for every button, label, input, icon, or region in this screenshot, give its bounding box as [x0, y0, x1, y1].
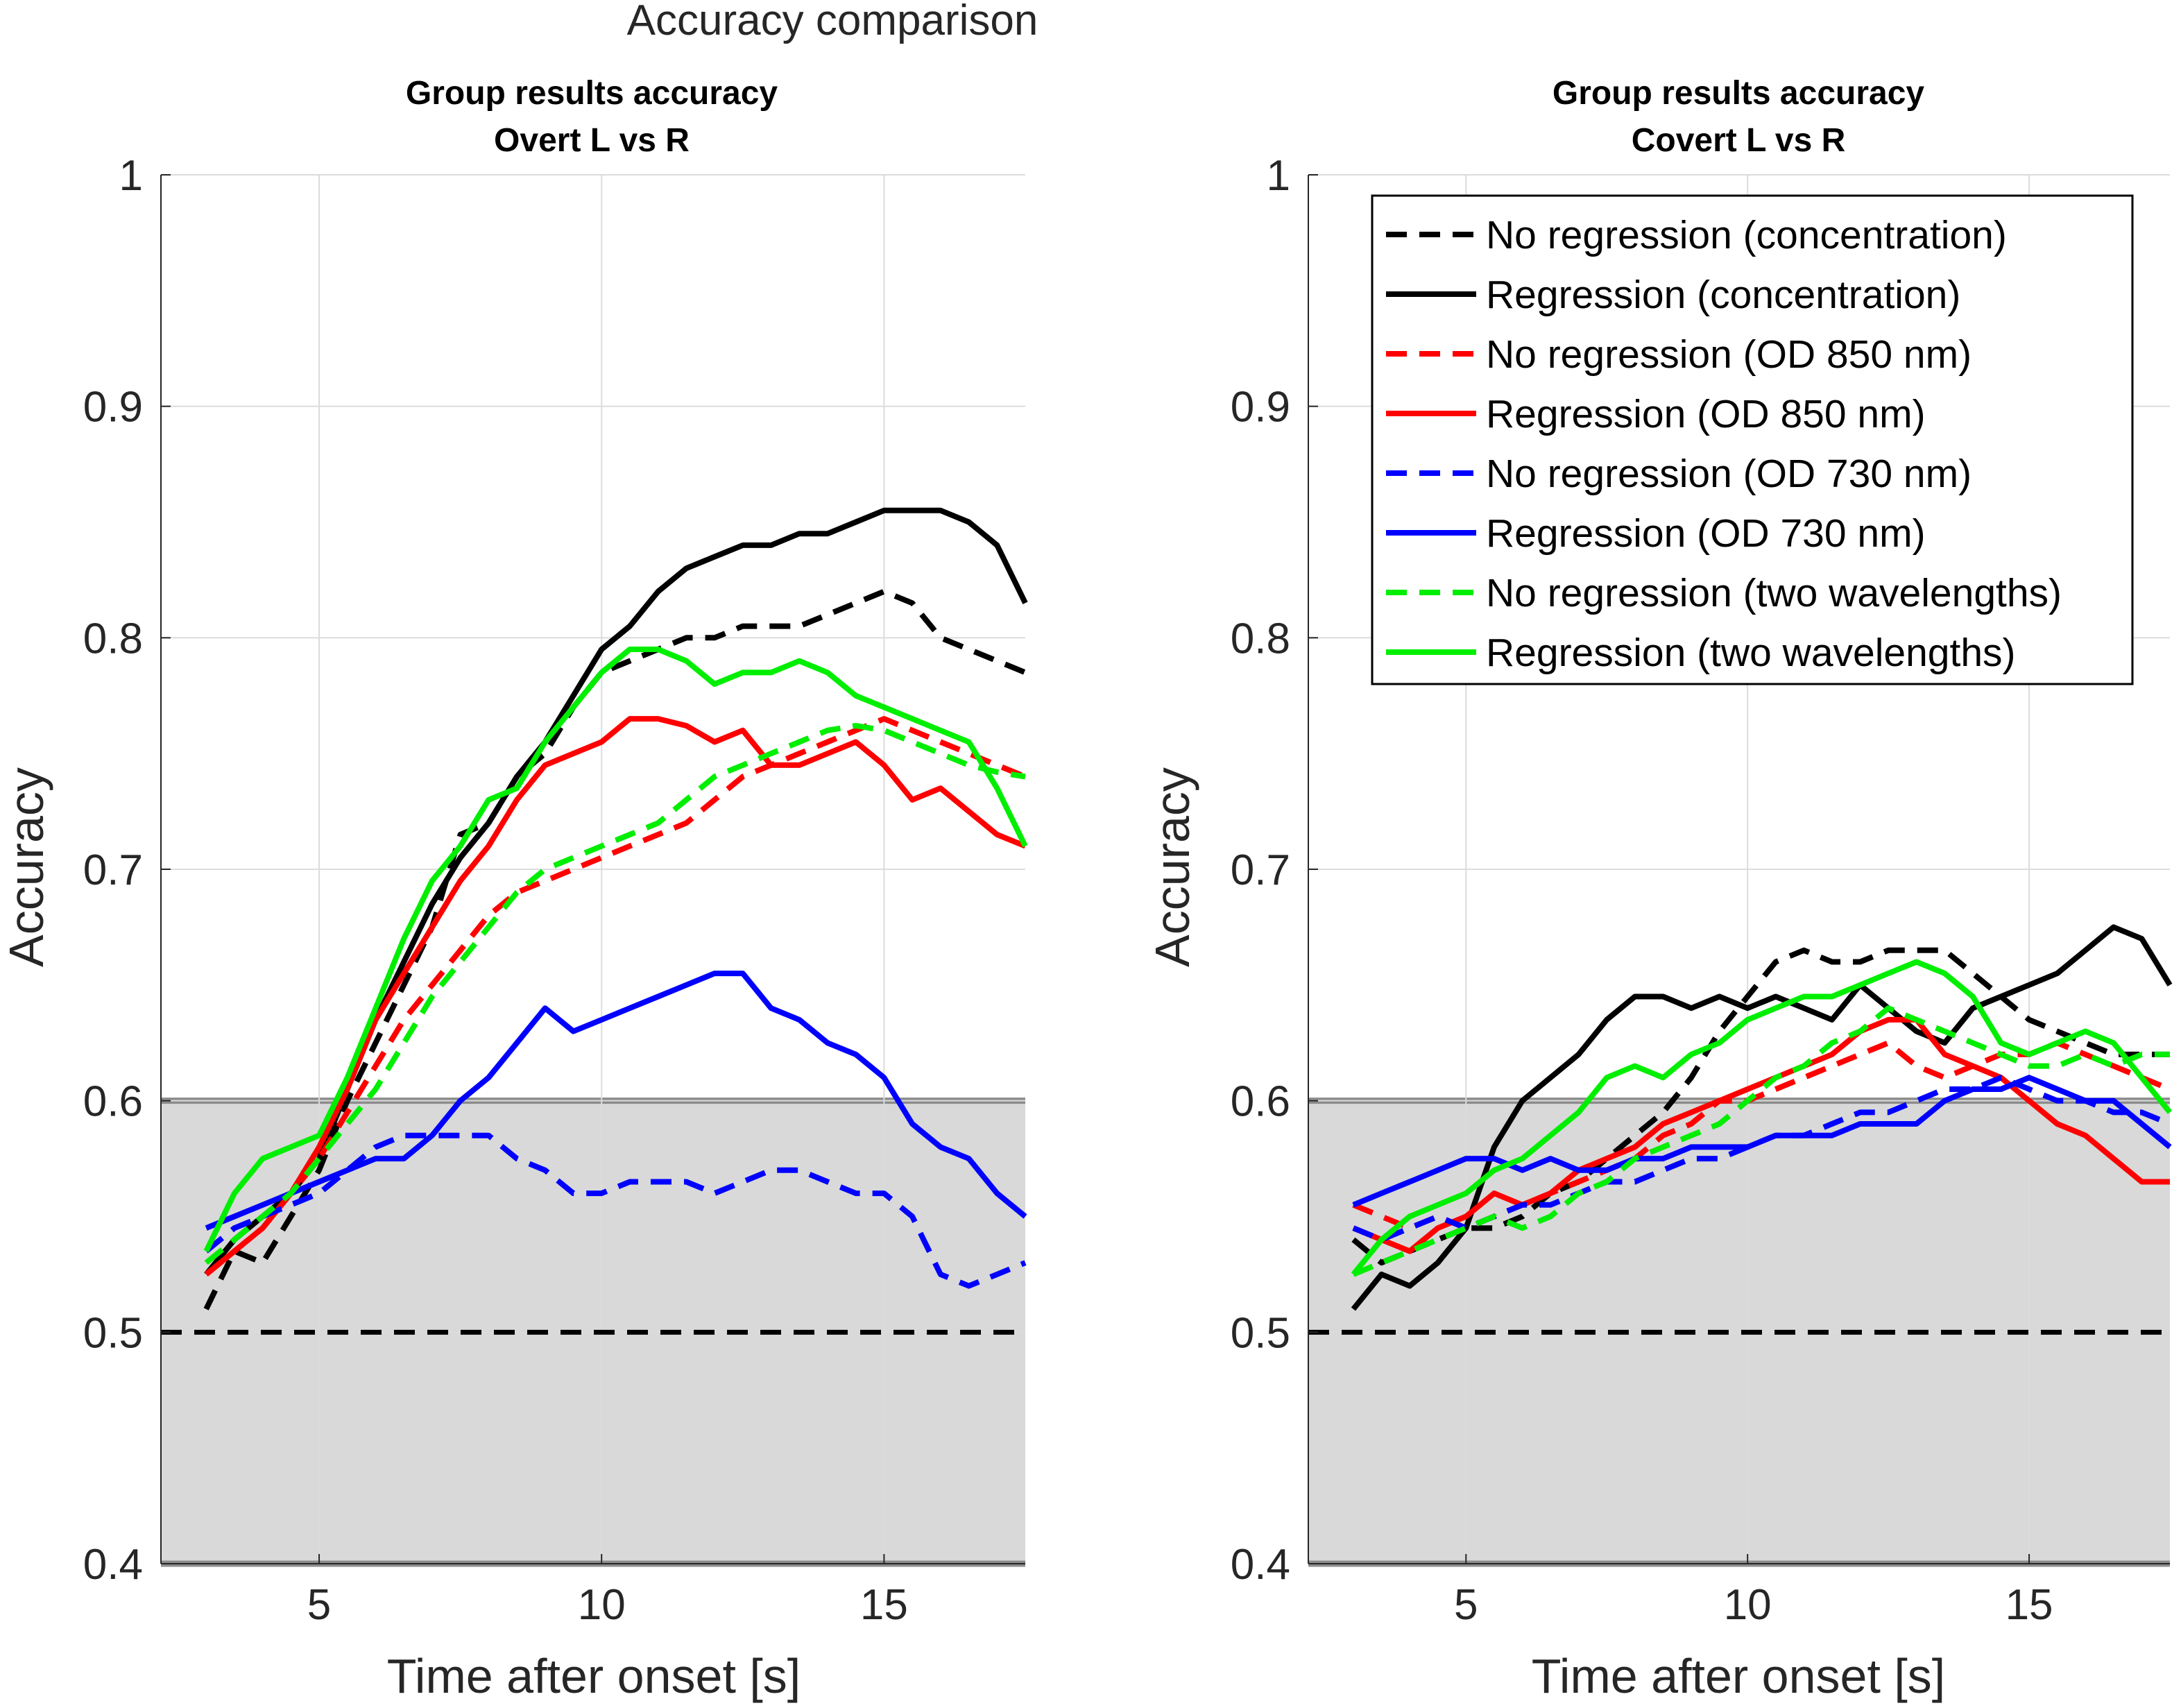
overt-y-tick-label: 0.5	[83, 1309, 143, 1357]
overt-y-tick-label: 0.7	[83, 846, 143, 894]
legend-label-r_two: Regression (two wavelengths)	[1486, 631, 2016, 675]
overt-y-tick-label: 0.9	[83, 384, 143, 432]
overt-y-tick-label: 0.6	[83, 1078, 143, 1126]
overt-series-nr_730	[204, 1132, 1027, 1289]
legend: No regression (concentration) Regression …	[1371, 194, 2134, 685]
covert-y-tick-label: 0.8	[1231, 615, 1290, 663]
overt-x-tick-label: 5	[307, 1581, 331, 1629]
covert-y-tick-label: 0.5	[1231, 1309, 1290, 1357]
covert-series-nr_conc	[1351, 947, 2170, 1266]
legend-label-nr_conc: No regression (concentration)	[1486, 213, 2007, 257]
covert-x-tick-label: 15	[2005, 1581, 2053, 1629]
overt-series-r_two	[203, 647, 1028, 1253]
overt-y-tick-label: 0.4	[83, 1541, 143, 1589]
covert-series-r_850	[1352, 1016, 2170, 1254]
overt-x-tick-label: 15	[860, 1581, 908, 1629]
overt-series-nr_850	[204, 716, 1027, 1276]
covert-panel-title-line1: Group results accuracy	[1553, 75, 1925, 112]
legend-label-nr_850: No regression (OD 850 nm)	[1486, 332, 1972, 377]
overt-series-nr_two	[204, 723, 1026, 1265]
overt-series-r_850	[204, 716, 1027, 1276]
covert-y-tick-label: 0.6	[1231, 1078, 1290, 1126]
covert-panel: Group results accuracy Covert L vs R 5 10…	[1145, 75, 2173, 1703]
legend-label-r_730: Regression (OD 730 nm)	[1486, 511, 1926, 556]
legend-box	[1371, 194, 2134, 685]
covert-y-tick-label: 0.4	[1231, 1541, 1290, 1589]
overt-panel-title-line1: Group results accuracy	[406, 75, 778, 112]
overt-series-nr_conc	[203, 588, 1027, 1310]
overt-panel-title-line2: Overt L vs R	[494, 122, 690, 159]
overt-x-tick-label: 10	[578, 1581, 626, 1629]
overt-series-r_730	[205, 971, 1027, 1231]
covert-x-axis-label: Time after onset [s]	[1532, 1649, 1946, 1703]
covert-series-nr_two	[1352, 1005, 2170, 1277]
overt-panel: Group results accuracy Overt L vs R 5 10 1…	[0, 75, 1028, 1703]
legend-label-nr_two: No regression (two wavelengths)	[1486, 571, 2062, 615]
covert-series-r_two	[1351, 959, 2173, 1276]
covert-y-axis-label: Accuracy	[1145, 767, 1199, 967]
covert-y-tick-label: 1	[1267, 152, 1290, 200]
covert-panel-title-line2: Covert L vs R	[1632, 122, 1846, 159]
covert-y-tick-label: 0.7	[1231, 846, 1290, 894]
overt-y-tick-label: 0.8	[83, 615, 143, 663]
overt-x-axis-label: Time after onset [s]	[387, 1649, 801, 1703]
legend-label-nr_730: No regression (OD 730 nm)	[1486, 452, 1972, 496]
overt-y-axis-label: Accuracy	[0, 767, 53, 967]
covert-x-tick-label: 5	[1454, 1581, 1478, 1629]
legend-label-r_850: Regression (OD 850 nm)	[1486, 392, 1926, 436]
covert-series-r_730	[1352, 1075, 2172, 1208]
legend-label-r_conc: Regression (concentration)	[1486, 273, 1960, 317]
overt-y-tick-label: 1	[119, 152, 143, 200]
figure-title: Accuracy comparison	[627, 0, 1038, 44]
covert-x-tick-label: 10	[1724, 1581, 1772, 1629]
covert-y-tick-label: 0.9	[1231, 384, 1290, 432]
